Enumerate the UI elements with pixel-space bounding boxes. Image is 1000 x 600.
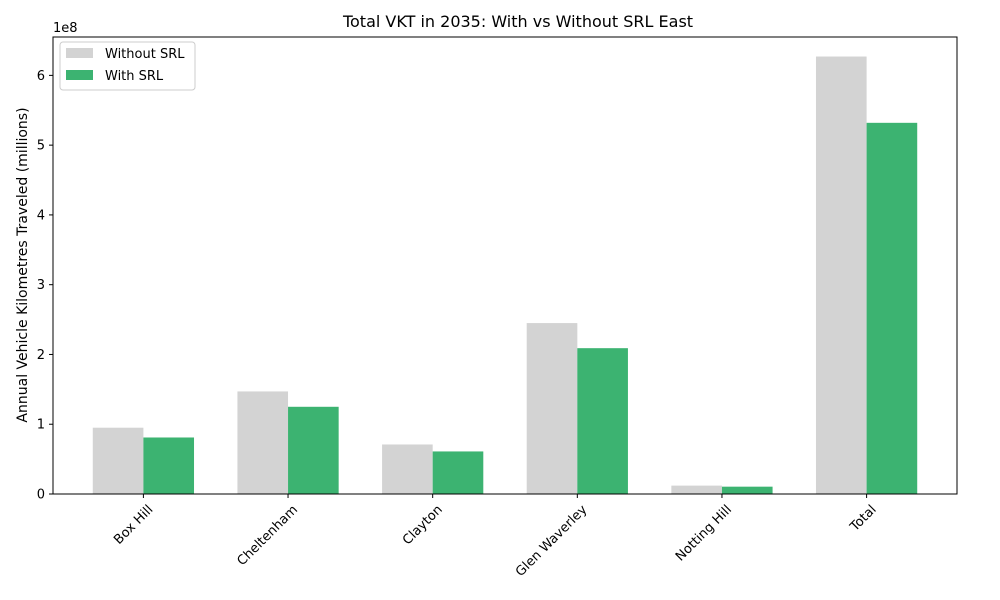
y-tick-label: 3	[37, 278, 45, 293]
legend-swatch	[66, 48, 93, 58]
bar-without-srl-notting-hill	[671, 485, 722, 494]
y-tick-label: 0	[37, 488, 45, 503]
legend: Without SRL With SRL	[59, 41, 196, 91]
x-tick-label: Cheltenham	[235, 502, 302, 569]
y-tick-label: 5	[37, 139, 45, 154]
bar-with-srl-notting-hill	[721, 486, 773, 494]
bar-with-srl-total	[866, 122, 918, 494]
y-offset-label: 1e8	[53, 21, 78, 36]
x-tick-label: Notting Hill	[673, 502, 735, 564]
x-tick-label: Clayton	[400, 502, 446, 548]
bar-without-srl-box-hill	[92, 427, 144, 494]
bar-without-srl-total	[815, 56, 867, 494]
bar-with-srl-cheltenham	[288, 406, 339, 494]
y-tick-label: 4	[37, 208, 45, 223]
x-tick-label: Glen Waverley	[513, 502, 591, 580]
bar-with-srl-clayton	[432, 451, 484, 494]
bar-without-srl-glen-waverley	[526, 323, 578, 494]
legend-label: With SRL	[105, 69, 164, 84]
bar-without-srl-cheltenham	[237, 391, 289, 494]
bar-with-srl-box-hill	[143, 437, 195, 494]
plot-frame	[52, 36, 958, 495]
chart-title: Total VKT in 2035: With vs Without SRL E…	[342, 12, 693, 31]
y-axis-label: Annual Vehicle Kilometres Traveled (mill…	[15, 107, 31, 422]
bar-without-srl-clayton	[382, 444, 433, 494]
bars-layer	[92, 56, 918, 494]
y-tick-label: 6	[37, 69, 45, 84]
y-tick-label: 2	[37, 348, 45, 363]
legend-swatch	[66, 70, 93, 80]
y-tick-label: 1	[37, 418, 45, 433]
y-ticks-layer: 0 1 2 3 4 5 6	[37, 69, 53, 503]
x-tick-label: Box Hill	[111, 502, 156, 547]
legend-box	[59, 41, 196, 91]
x-ticks-layer: Box Hill Cheltenham Clayton Glen Waverley No…	[111, 494, 880, 580]
bar-with-srl-glen-waverley	[577, 348, 628, 494]
x-tick-label: Total	[847, 502, 880, 535]
legend-label: Without SRL	[105, 47, 185, 62]
